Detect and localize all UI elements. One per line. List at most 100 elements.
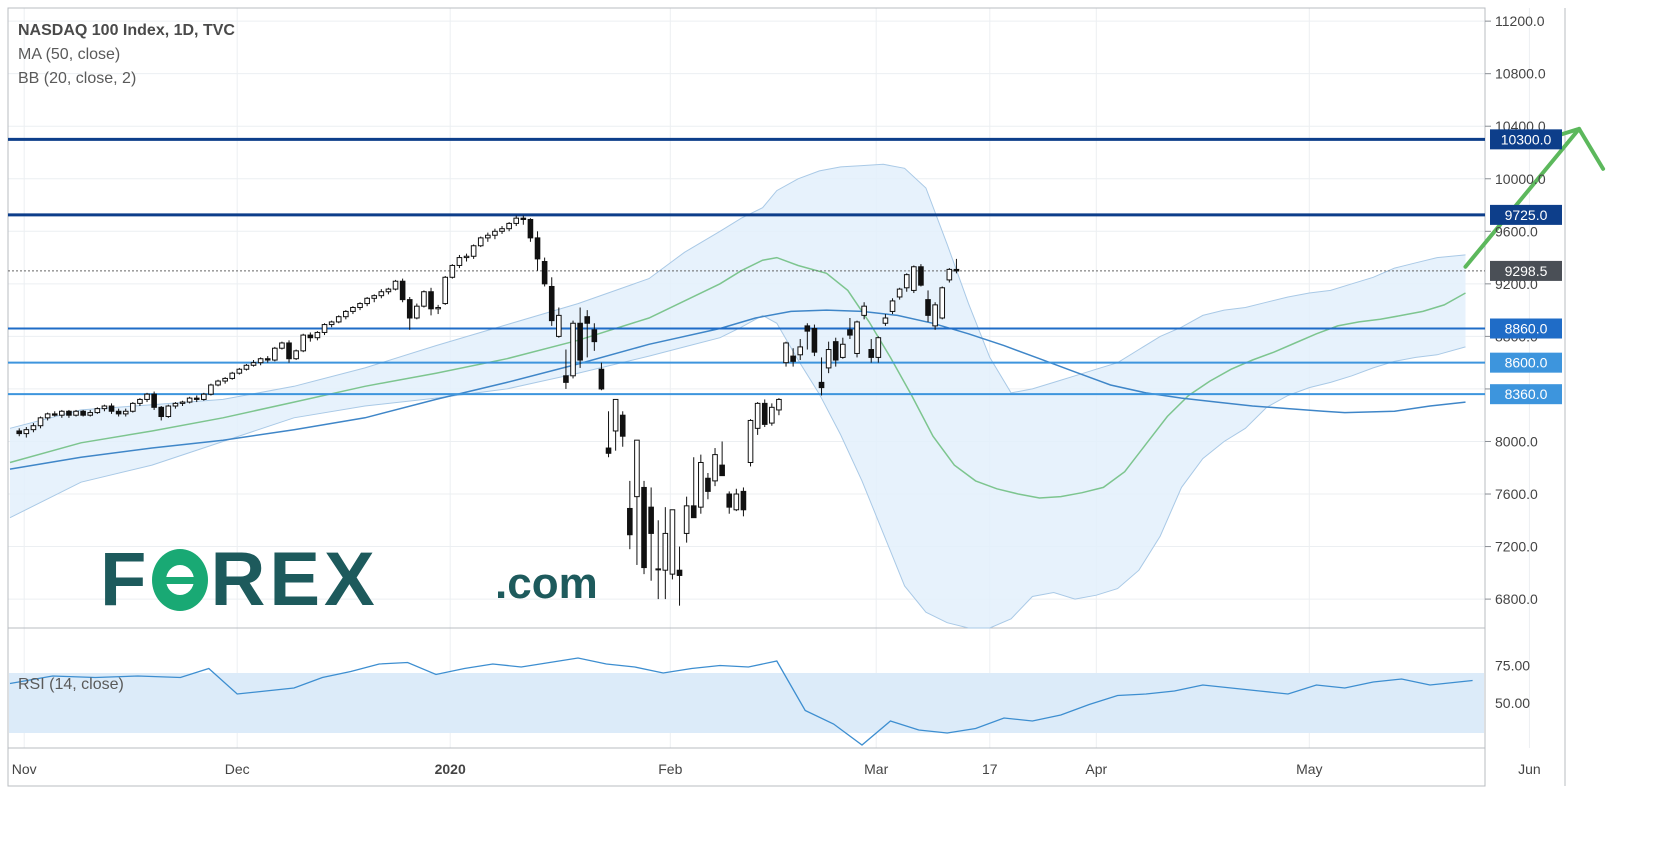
candle-body <box>506 222 512 230</box>
candle-body <box>832 341 839 361</box>
candle-body <box>896 288 903 298</box>
price-tick-label: 11200.0 <box>1495 13 1545 29</box>
candle-body <box>73 410 79 416</box>
ma-legend: MA (50, close) <box>18 46 121 63</box>
candle-body <box>406 299 413 319</box>
bb-legend: BB (20, close, 2) <box>18 70 137 87</box>
candle-body <box>804 325 811 332</box>
candle-body <box>868 349 875 358</box>
candle-body <box>740 490 747 511</box>
candle-body <box>151 393 157 408</box>
pane-frames <box>7 7 1566 787</box>
candle-body <box>101 405 108 410</box>
time-tick-label: 2020 <box>435 761 466 777</box>
candle-body <box>208 384 214 395</box>
candle-body <box>87 412 94 416</box>
horizontal-levels <box>8 137 1485 396</box>
candle-body <box>485 234 491 239</box>
candle-body <box>577 322 583 361</box>
candle-body <box>108 405 115 412</box>
rsi-tick-label: 75.00 <box>1495 658 1530 674</box>
candle-body <box>712 454 718 482</box>
last-price-label: 9298.5 <box>1505 263 1548 279</box>
time-axis: Nov Dec 2020 Feb Mar 17 Apr May Jun <box>12 761 1541 777</box>
candle-body <box>612 398 619 432</box>
candle-body <box>946 268 953 281</box>
trend-arrow <box>1463 126 1606 269</box>
candle-body <box>698 461 704 508</box>
candle-body <box>250 362 257 366</box>
arrow-shaft <box>1463 126 1582 269</box>
candle-body <box>513 217 520 224</box>
level-label: 9725.0 <box>1505 207 1548 223</box>
moving-average-lines <box>9 256 1466 499</box>
candle-body <box>847 329 853 336</box>
candle-body <box>158 406 165 418</box>
candle-body <box>776 398 782 411</box>
candle-body <box>215 380 221 386</box>
candle-body <box>733 493 740 511</box>
candle-body <box>44 413 51 419</box>
candle-body <box>80 410 86 416</box>
candle-body <box>399 280 406 301</box>
candle-body <box>144 393 150 400</box>
rsi-band <box>9 673 1484 733</box>
candle-body <box>293 350 299 360</box>
candle-body <box>627 507 633 536</box>
candle-body <box>30 425 37 431</box>
candle-body <box>605 447 612 454</box>
candle-body <box>414 305 420 319</box>
candle-body <box>911 266 917 291</box>
level-label-box <box>1490 352 1562 373</box>
candle-body <box>619 414 626 437</box>
candle-body <box>541 261 548 285</box>
chart-title: NASDAQ 100 Index, 1D, TVC <box>18 22 235 39</box>
candle-body <box>761 402 768 425</box>
candle-body <box>449 264 456 278</box>
time-tick-label: Feb <box>658 761 682 777</box>
candle-body <box>364 297 370 305</box>
candle-body <box>690 505 697 519</box>
candle-body <box>371 295 378 299</box>
candle-body <box>37 417 44 427</box>
candle-body <box>726 493 733 508</box>
candle-body <box>875 337 882 358</box>
level-label: 8600.0 <box>1505 355 1548 371</box>
rsi-tick-label: 50.00 <box>1495 695 1530 711</box>
candle-body <box>797 346 804 356</box>
candle-body <box>378 291 385 297</box>
price-tick-label: 6800.0 <box>1495 591 1538 607</box>
time-tick-label: 17 <box>982 761 998 777</box>
level-label-box <box>1490 384 1562 405</box>
bb-fill <box>10 164 1466 629</box>
candle-body <box>392 280 399 290</box>
time-axis-frame <box>7 747 1486 787</box>
candle-body <box>591 329 598 343</box>
candle-body <box>186 397 193 403</box>
candle-body <box>811 328 818 353</box>
candle-body <box>272 347 278 361</box>
ma50-line <box>9 309 1466 470</box>
price-tick-label: 10800.0 <box>1495 66 1546 82</box>
time-tick-label: Apr <box>1085 761 1107 777</box>
candle-body <box>648 506 654 534</box>
candle-body <box>783 342 789 364</box>
candle-body <box>818 381 825 389</box>
candle-body <box>328 321 335 326</box>
candle-body <box>23 429 30 435</box>
time-tick-label: Mar <box>864 761 888 777</box>
level-label: 8360.0 <box>1505 386 1548 402</box>
price-tick-label: 10000.0 <box>1495 171 1546 187</box>
candle-body <box>59 410 65 416</box>
candle-body <box>882 317 889 324</box>
candle-body <box>655 568 662 571</box>
candle-body <box>222 377 228 382</box>
candle-body <box>122 410 129 415</box>
candlestick-series <box>16 215 960 606</box>
candle-body <box>201 393 207 400</box>
level-label: 10300.0 <box>1501 131 1552 147</box>
candle-body <box>840 343 846 358</box>
time-tick-label: May <box>1296 761 1322 777</box>
candle-body <box>435 306 441 310</box>
price-tick-label: 9600.0 <box>1495 223 1538 239</box>
